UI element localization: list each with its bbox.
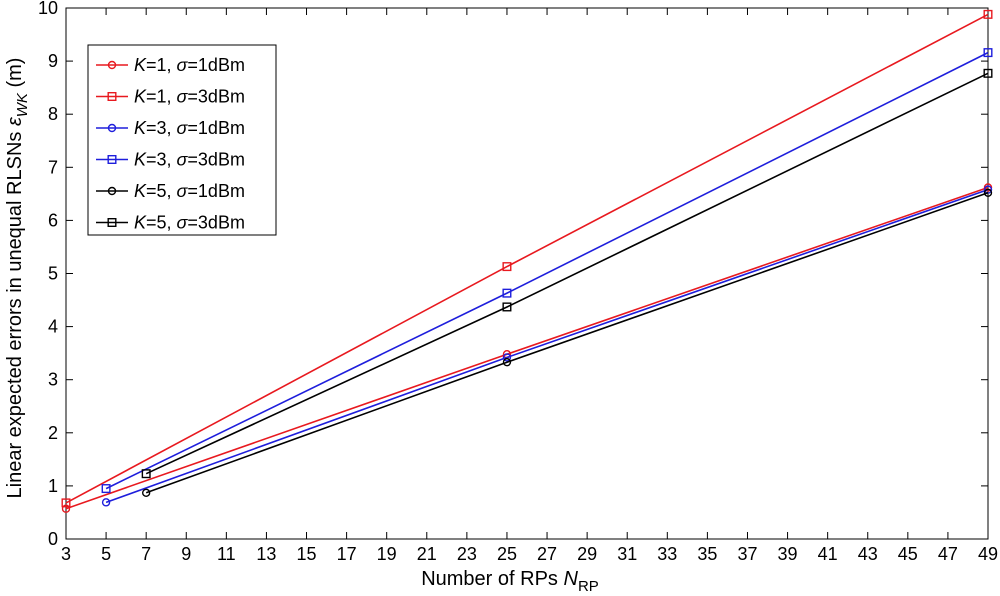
- legend-marker: [107, 60, 117, 70]
- y-tick-label: 4: [48, 317, 58, 337]
- y-tick-label: 8: [48, 104, 58, 124]
- x-tick-label: 35: [697, 544, 717, 564]
- legend: K=1, σ=1dBm K=1, σ=3dBm K=3, σ=1dBm K=3, σ=…: [87, 44, 277, 236]
- x-tick-label: 23: [457, 544, 477, 564]
- series-line: [105, 51, 989, 490]
- x-tick-label: 13: [256, 544, 276, 564]
- x-tick-label: 41: [818, 544, 838, 564]
- legend-label: K=5, σ=3dBm: [134, 213, 245, 233]
- x-tick-label: 15: [297, 544, 317, 564]
- legend-marker: [107, 91, 117, 101]
- x-tick-label: 3: [61, 544, 71, 564]
- data-point: [983, 68, 993, 78]
- y-tick-label: 6: [48, 210, 58, 230]
- data-point: [502, 357, 512, 367]
- axis-ticks: 3 5 7 9 11 13 15 17 19 21 23 25 27 29 31 33 35 37 39 41 43 45…: [38, 0, 998, 564]
- x-tick-label: 45: [898, 544, 918, 564]
- x-tick-label: 47: [938, 544, 958, 564]
- data-point: [502, 288, 512, 298]
- x-tick-label: 27: [537, 544, 557, 564]
- data-point: [502, 262, 512, 272]
- x-tick-label: 33: [657, 544, 677, 564]
- x-tick-label: 11: [217, 544, 236, 564]
- x-tick-label: 39: [778, 544, 798, 564]
- x-tick-label: 37: [737, 544, 757, 564]
- x-axis-label: Number of RPs NRP: [421, 568, 599, 595]
- series-line: [105, 188, 989, 504]
- x-tick-label: 9: [181, 544, 191, 564]
- data-point: [502, 353, 512, 362]
- y-tick-label: 5: [48, 264, 58, 284]
- series-line: [145, 72, 989, 475]
- y-tick-label: 2: [48, 423, 58, 443]
- data-point: [61, 504, 71, 513]
- y-axis-label: Linear expected errors in unequal RLSNs …: [4, 58, 31, 499]
- data-point: [141, 469, 151, 479]
- x-tick-label: 7: [141, 544, 151, 564]
- legend-label: K=3, σ=1dBm: [134, 118, 245, 138]
- data-point: [983, 9, 993, 19]
- legend-marker: [107, 217, 117, 227]
- x-tick-label: 17: [337, 544, 357, 564]
- y-tick-label: 0: [48, 529, 58, 549]
- legend-label: K=1, σ=3dBm: [134, 87, 245, 107]
- y-tick-label: 7: [48, 157, 58, 177]
- legend-label: K=1, σ=1dBm: [134, 55, 245, 75]
- x-tick-label: 29: [577, 544, 597, 564]
- data-point: [101, 484, 111, 494]
- x-tick-label: 31: [617, 544, 637, 564]
- data-point: [983, 188, 993, 197]
- data-point: [983, 48, 993, 58]
- y-tick-label: 1: [48, 476, 58, 496]
- data-point: [141, 488, 151, 498]
- x-tick-label: 43: [858, 544, 878, 564]
- data-point: [502, 302, 512, 312]
- x-tick-label: 19: [377, 544, 397, 564]
- legend-box: [87, 44, 277, 236]
- legend-marker: [107, 186, 117, 196]
- y-tick-label: 10: [38, 0, 58, 18]
- y-tick-label: 3: [48, 370, 58, 390]
- data-point: [101, 498, 111, 507]
- legend-marker: [107, 154, 117, 164]
- y-tick-label: 9: [48, 51, 58, 71]
- x-tick-label: 25: [497, 544, 517, 564]
- data-series: [61, 9, 993, 513]
- series-line: [145, 192, 989, 494]
- data-point: [61, 498, 71, 508]
- x-tick-label: 49: [978, 544, 998, 564]
- x-tick-label: 5: [101, 544, 111, 564]
- legend-label: K=3, σ=3dBm: [134, 150, 245, 170]
- series-line: [65, 13, 989, 504]
- x-tick-label: 21: [417, 544, 437, 564]
- legend-label: K=5, σ=1dBm: [134, 181, 245, 201]
- legend-marker: [107, 123, 117, 133]
